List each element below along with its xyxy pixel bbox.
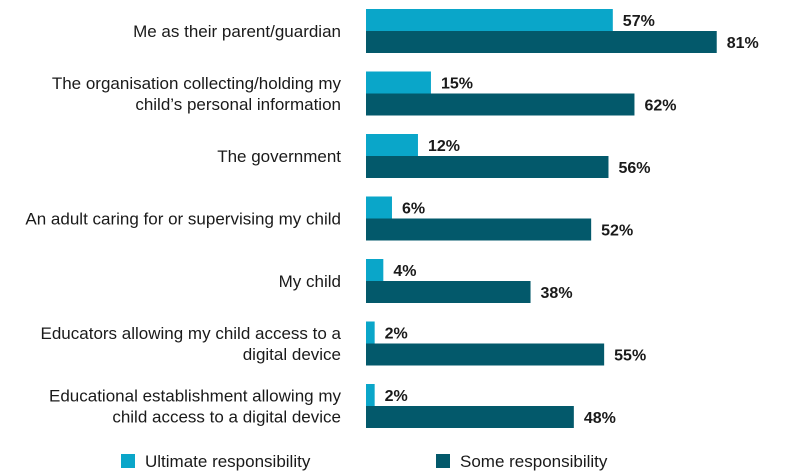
bar-ultimate [366,384,375,406]
bar-some [366,343,605,366]
bar-some [366,31,717,53]
value-label: 15% [441,76,473,93]
value-label: 6% [402,201,425,218]
bar-some [366,93,635,116]
value-label: 57% [623,13,655,30]
value-label: 81% [727,35,759,52]
value-label: 48% [584,410,616,427]
legend-label-some: Some responsibility [460,452,608,471]
value-label: 38% [541,285,573,302]
value-label: 4% [393,263,416,280]
bar-ultimate [366,259,384,281]
category-label: Educational establishment allowing my chi… [49,387,341,427]
value-label: 12% [428,138,460,155]
bar-some [366,218,592,241]
category-label: The organisation collecting/holding my ch… [52,74,342,114]
legend: Ultimate responsibility Some responsibil… [121,452,608,471]
value-label: 62% [644,98,676,115]
bar-some [366,281,531,303]
legend-swatch-ultimate [121,454,135,468]
category-label: My child [279,272,341,291]
value-label: 2% [385,326,408,343]
bar-some [366,406,574,428]
category-label: An adult caring for or supervising my ch… [25,210,341,229]
value-label: 55% [614,348,646,365]
bar-ultimate [366,196,392,219]
legend-label-ultimate: Ultimate responsibility [145,452,311,471]
bar-ultimate [366,134,418,156]
value-label: 52% [601,223,633,240]
value-label: 2% [385,388,408,405]
bar-ultimate [366,321,375,344]
category-label: Me as their parent/guardian [133,22,341,41]
plot-area: Me as their parent/guardian 57% 81% The org… [25,9,759,428]
bar-ultimate [366,9,613,31]
category-label: The government [217,147,341,166]
legend-swatch-some [436,454,450,468]
bar-some [366,156,609,178]
value-label: 56% [618,160,650,177]
bar-ultimate [366,71,431,94]
